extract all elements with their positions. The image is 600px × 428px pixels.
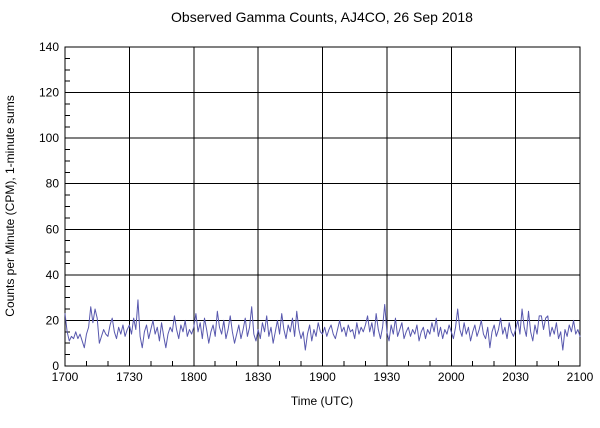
y-axis-label: Counts per Minute (CPM), 1-minute sums (3, 95, 17, 316)
y-tick-label: 100 (39, 131, 59, 145)
y-tick-label: 20 (46, 313, 60, 327)
x-tick-label: 1930 (374, 370, 401, 384)
x-tick-label: 1830 (245, 370, 272, 384)
y-tick-label: 120 (39, 86, 59, 100)
x-tick-label: 2100 (567, 370, 594, 384)
x-tick-label: 2000 (438, 370, 465, 384)
y-tick-label: 80 (46, 177, 60, 191)
x-axis-label: Time (UTC) (291, 394, 353, 408)
x-tick-label: 1700 (52, 370, 79, 384)
x-tick-label: 2030 (502, 370, 529, 384)
y-tick-label: 60 (46, 222, 60, 236)
y-tick-label: 0 (52, 359, 59, 373)
x-tick-label: 1730 (116, 370, 143, 384)
gamma-counts-series (64, 299, 581, 351)
chart-title: Observed Gamma Counts, AJ4CO, 26 Sep 201… (171, 9, 473, 25)
x-tick-label: 1800 (180, 370, 207, 384)
y-tick-label: 140 (39, 40, 59, 54)
x-tick-label: 1900 (309, 370, 336, 384)
y-tick-label: 40 (46, 268, 60, 282)
